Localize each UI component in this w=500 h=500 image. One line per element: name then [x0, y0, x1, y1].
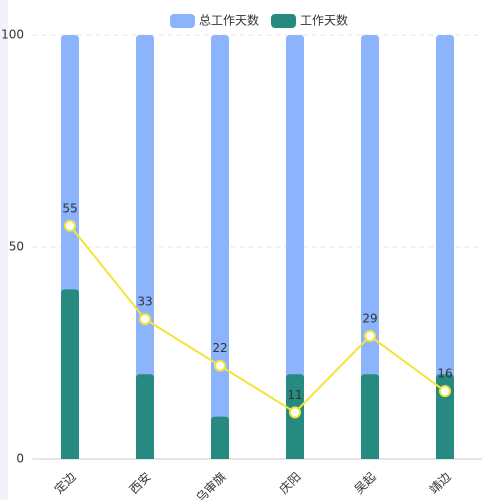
bar — [61, 289, 79, 459]
legend-swatch — [170, 14, 195, 28]
legend-label: 工作天数 — [300, 13, 348, 28]
data-label: 11 — [287, 388, 302, 402]
line-point — [364, 330, 376, 343]
x-tick-label: 西安 — [126, 469, 154, 497]
x-tick-label: 吴起 — [352, 470, 379, 497]
bar — [211, 35, 229, 459]
legend-label: 总工作天数 — [199, 13, 259, 28]
line-point — [439, 385, 451, 398]
line-point — [214, 359, 226, 372]
line-point — [139, 313, 151, 326]
bar — [136, 35, 154, 459]
data-label: 22 — [212, 341, 227, 355]
bar — [361, 35, 379, 459]
x-tick-label: 庆阳 — [277, 470, 304, 497]
y-tick-label: 50 — [9, 240, 24, 254]
line-point — [289, 406, 301, 419]
line — [69, 225, 446, 414]
x-tick-label: 乌审旗 — [193, 469, 229, 500]
line-point — [64, 219, 76, 232]
side-strip — [0, 0, 8, 500]
legend-swatch — [271, 14, 297, 28]
x-tick-label: 定边 — [51, 469, 79, 497]
bar — [436, 35, 454, 459]
bar — [136, 374, 154, 459]
y-tick-label: 0 — [16, 452, 24, 466]
data-label: 33 — [137, 295, 152, 309]
x-tick-label: 靖边 — [427, 470, 454, 497]
bar — [361, 374, 379, 459]
bar — [286, 35, 304, 459]
data-label: 16 — [437, 367, 452, 381]
y-tick-label: 100 — [1, 28, 24, 42]
bar — [211, 416, 229, 459]
bar — [436, 374, 454, 459]
data-label: 55 — [62, 201, 77, 215]
data-label: 29 — [362, 312, 377, 326]
